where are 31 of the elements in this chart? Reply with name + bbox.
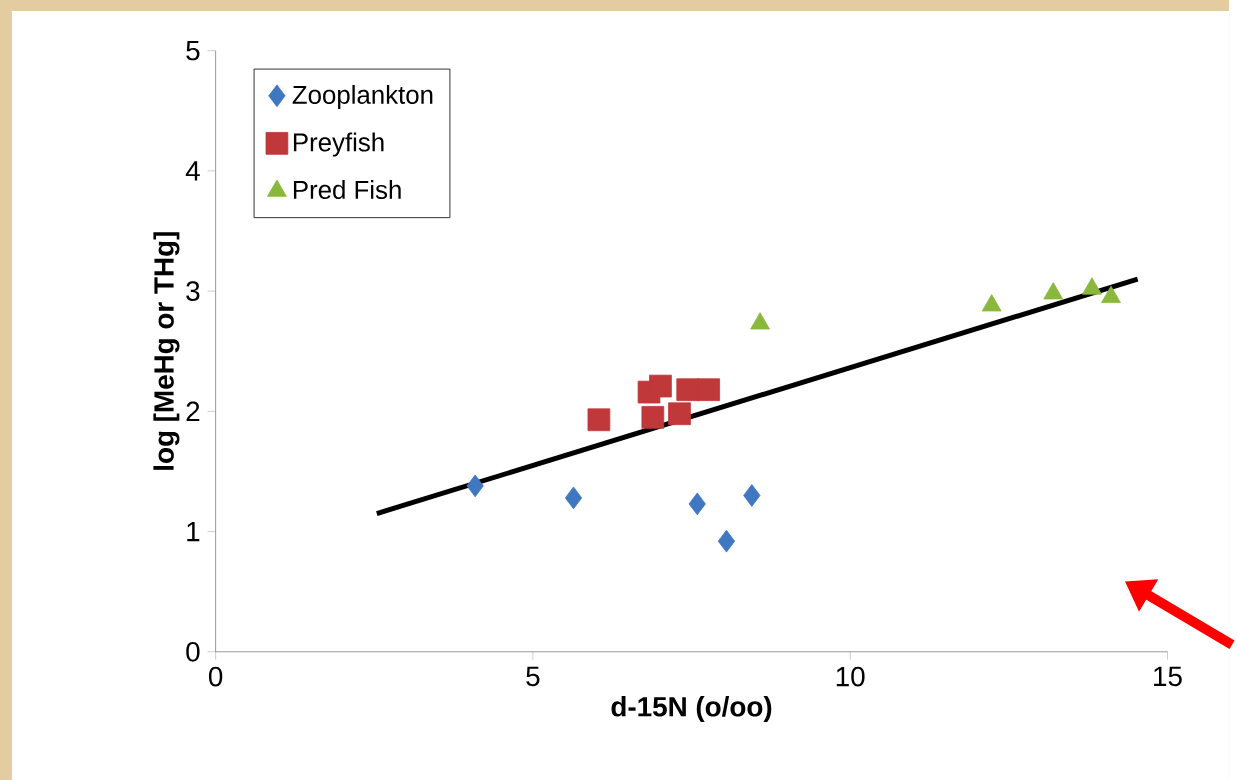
point (717, 529, 736, 553)
y-tick-label: 0 (186, 641, 200, 662)
point (697, 378, 720, 402)
point (676, 378, 700, 402)
y-axis-title: log [MeHg or THg] (153, 232, 180, 470)
legend-label: Preyfish (293, 132, 384, 157)
point (750, 312, 770, 330)
y-tick-label: 4 (185, 161, 200, 181)
x-tick-label: 5 (526, 666, 540, 687)
point (688, 492, 706, 516)
y-tick-label: 5 (186, 40, 200, 61)
x-tick-label: 15 (1154, 666, 1182, 687)
point (1082, 277, 1102, 295)
point (668, 402, 691, 426)
point (743, 484, 761, 507)
x-tick-label: 0 (208, 666, 223, 687)
point (1101, 285, 1121, 303)
point (466, 474, 484, 498)
x-tick-label: 10 (836, 666, 865, 687)
point (981, 294, 1002, 312)
point (1043, 282, 1064, 300)
y-tick-label: 1 (187, 522, 200, 542)
y-tick-label: 3 (186, 281, 200, 301)
legend-label: Pred Fish (293, 180, 401, 200)
point (564, 486, 583, 510)
point (587, 408, 611, 432)
point (649, 374, 672, 398)
legend-label: Zooplankton (292, 84, 433, 110)
x-axis-title: d-15N (o/oo) (611, 696, 772, 723)
y-tick-label: 2 (186, 401, 200, 422)
point (641, 406, 665, 429)
